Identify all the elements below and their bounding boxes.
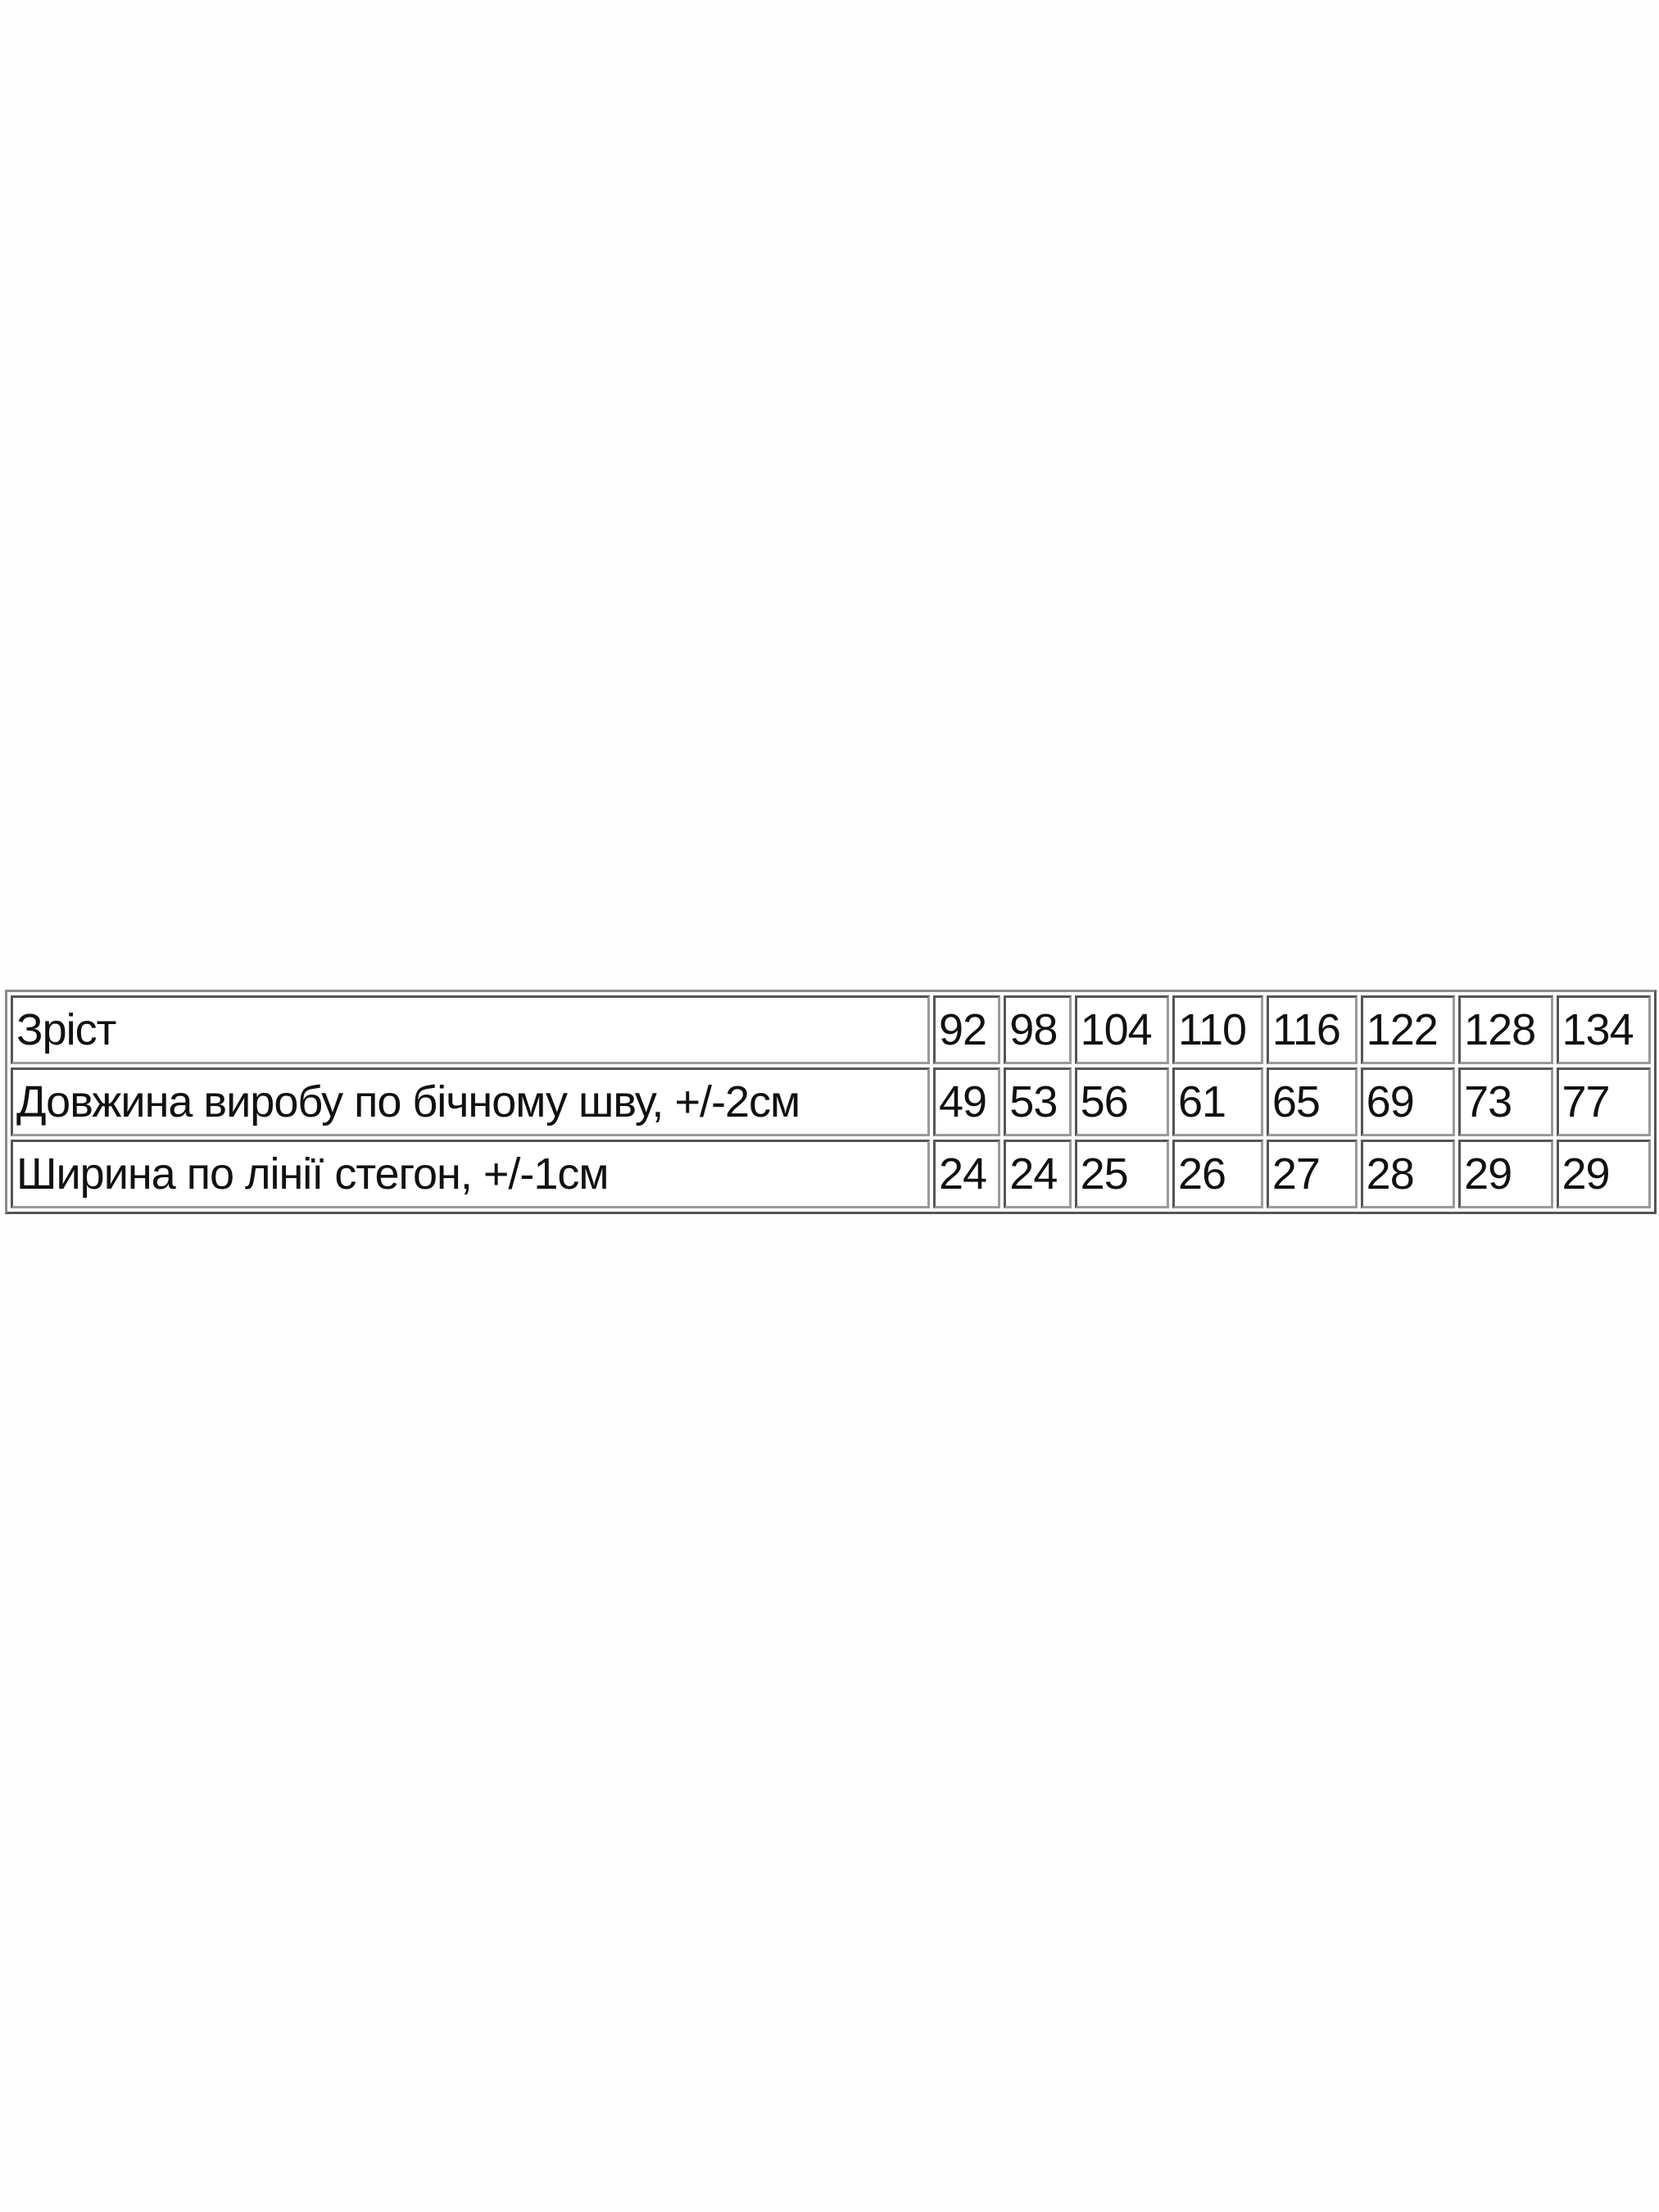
table-cell: 28	[1360, 1140, 1456, 1208]
table-row: Зріст 92 98 104 110 116 122 128 134	[11, 995, 1651, 1064]
size-table: Зріст 92 98 104 110 116 122 128 134 Довжина вироб…	[5, 990, 1657, 1214]
table-cell: 24	[1004, 1140, 1072, 1208]
table-cell: 116	[1266, 995, 1358, 1064]
table-row: Довжина виробу по бічному шву, +/-2см 49 5…	[11, 1067, 1651, 1136]
table-cell: 92	[933, 995, 1001, 1064]
row-label: Довжина виробу по бічному шву, +/-2см	[11, 1067, 930, 1136]
table-cell: 24	[933, 1140, 1001, 1208]
table-cell: 77	[1556, 1067, 1651, 1136]
table-cell: 29	[1556, 1140, 1651, 1208]
table-cell: 27	[1266, 1140, 1358, 1208]
table-cell: 53	[1004, 1067, 1072, 1136]
table-cell: 56	[1074, 1067, 1169, 1136]
table-cell: 26	[1172, 1140, 1263, 1208]
row-label: Ширина по лінії стегон, +/-1см	[11, 1140, 930, 1208]
table-cell: 29	[1458, 1140, 1553, 1208]
table-cell: 122	[1360, 995, 1456, 1064]
table-cell: 98	[1004, 995, 1072, 1064]
table-cell: 65	[1266, 1067, 1358, 1136]
row-label: Зріст	[11, 995, 930, 1064]
table-row: Ширина по лінії стегон, +/-1см 24 24 25 26 27…	[11, 1140, 1651, 1208]
table-cell: 49	[933, 1067, 1001, 1136]
table-cell: 25	[1074, 1140, 1169, 1208]
table-cell: 69	[1360, 1067, 1456, 1136]
table-cell: 110	[1172, 995, 1263, 1064]
table-cell: 134	[1556, 995, 1651, 1064]
table-cell: 61	[1172, 1067, 1263, 1136]
table-cell: 73	[1458, 1067, 1553, 1136]
table-cell: 104	[1074, 995, 1169, 1064]
table-cell: 128	[1458, 995, 1553, 1064]
